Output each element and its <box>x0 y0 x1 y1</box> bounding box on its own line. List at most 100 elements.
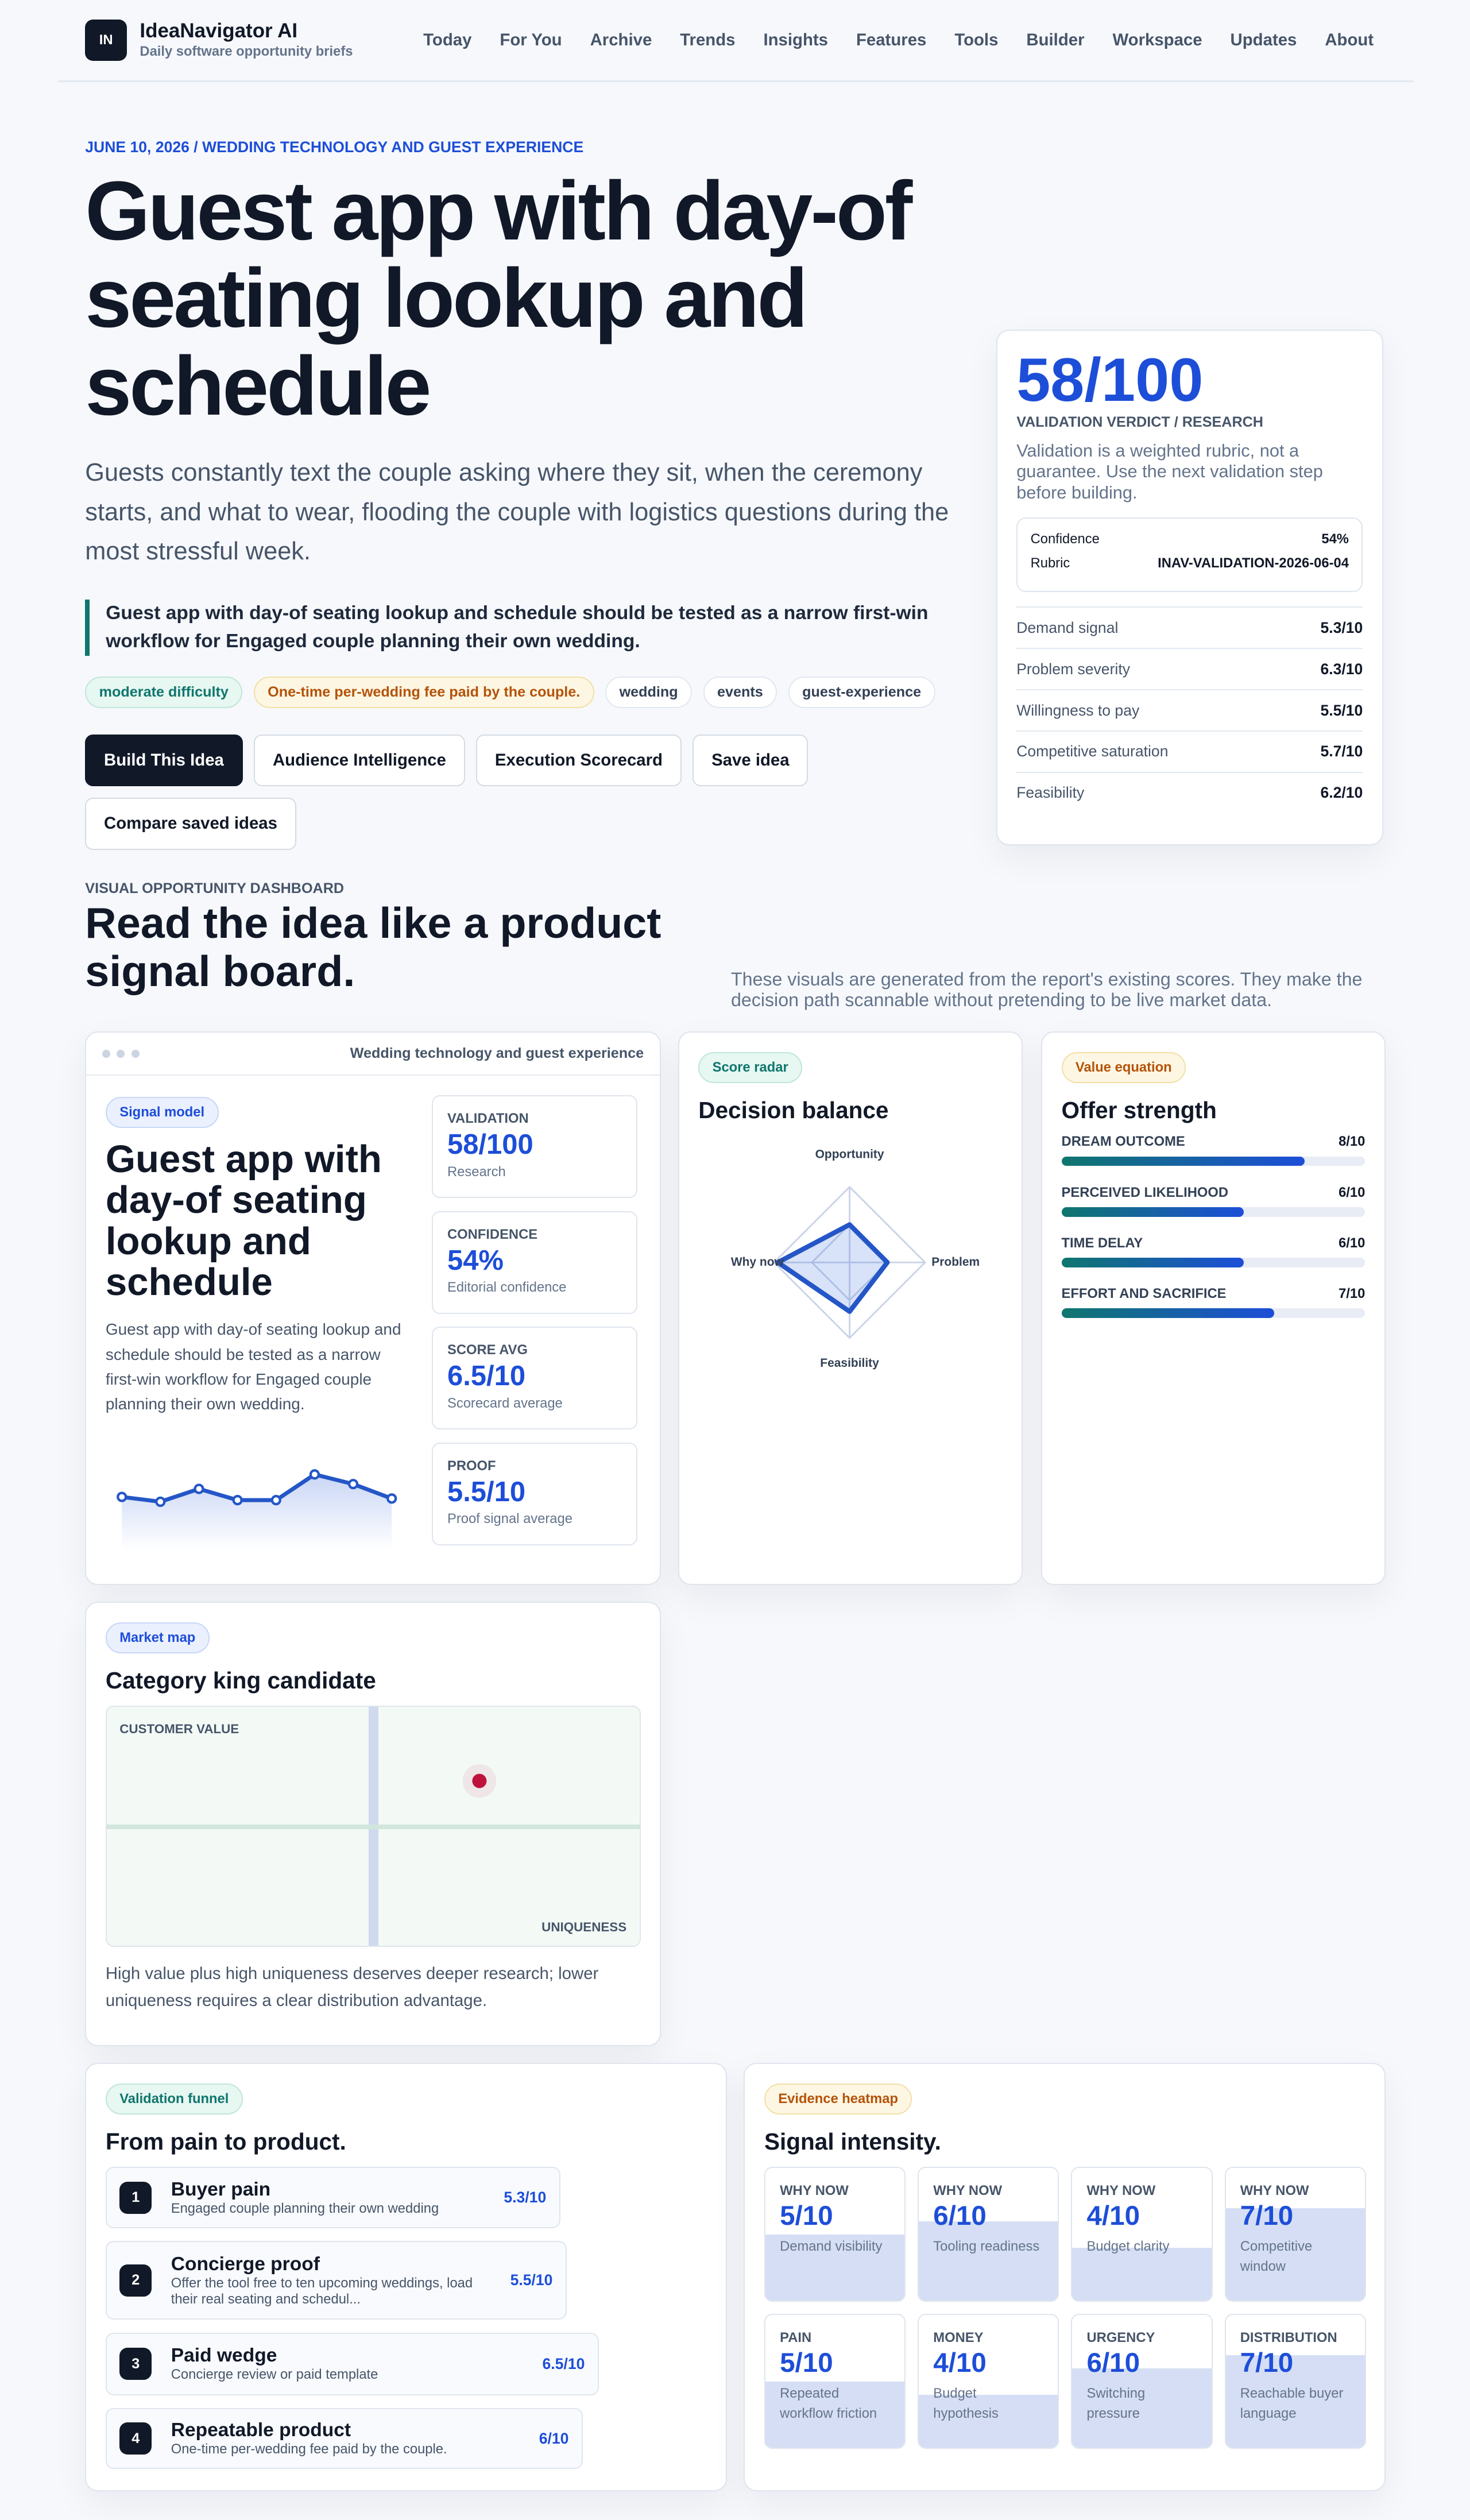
badge: Score radar <box>698 1052 803 1084</box>
value-score: 7/10 <box>1339 1285 1365 1301</box>
value-track <box>1061 1308 1365 1318</box>
button[interactable]: Execution Scorecard <box>476 734 682 787</box>
heat-content: WHY NOW 4/10 Budget clarity <box>1072 2168 1211 2271</box>
value-bar <box>1061 1156 1305 1166</box>
nav-link[interactable]: Tools <box>954 30 999 50</box>
logo[interactable]: IN <box>85 19 127 61</box>
score-row: Problem severity 6.3/10 <box>1016 649 1363 691</box>
value-item: EFFORT AND SACRIFICE 7/10 <box>1061 1285 1365 1318</box>
value-item: DREAM OUTCOME 8/10 <box>1061 1134 1365 1166</box>
nav-link[interactable]: Workspace <box>1112 30 1202 50</box>
heat-label: DISTRIBUTION <box>1240 2329 1337 2345</box>
heat-fill <box>765 2381 905 2448</box>
funnel-step: 1 Buyer pain Engaged couple planning their… <box>105 2167 560 2228</box>
quadrant-line <box>106 1824 640 1830</box>
heatmap-card: Evidence heatmap Signal intensity. WHY N… <box>744 2063 1386 2491</box>
value-row: DREAM OUTCOME 8/10 <box>1062 1134 1365 1150</box>
stat-value: 6.5/10 <box>447 1361 526 1392</box>
circle <box>116 1491 127 1502</box>
market-point <box>472 1773 487 1788</box>
button[interactable]: Audience Intelligence <box>254 734 465 787</box>
step-number: 1 <box>119 2181 152 2214</box>
funnel-step: 4 Repeatable product One-time per-wedding … <box>105 2408 583 2469</box>
heat-label: URGENCY <box>1086 2329 1155 2345</box>
nav-link[interactable]: Archive <box>590 30 652 50</box>
circle <box>194 1483 204 1494</box>
tag: One-time per-wedding fee paid by the cou… <box>253 676 594 709</box>
stat-value: 58/100 <box>447 1129 533 1161</box>
step-detail: Engaged couple planning their own weddin… <box>171 2200 439 2216</box>
tags: moderate difficulty One-time per-wedding … <box>85 676 935 709</box>
step-score: 5.5/10 <box>510 2271 553 2289</box>
brand[interactable]: IdeaNavigator AI <box>140 19 298 42</box>
nav-link[interactable]: Features <box>856 30 927 50</box>
heat-value: 6/10 <box>933 2201 987 2232</box>
score-label: Competitive saturation <box>1016 743 1169 760</box>
heat-value: 6/10 <box>1086 2348 1140 2379</box>
step-text: Concierge proof Offer the tool free to te… <box>171 2254 491 2308</box>
badge: Validation funnel <box>105 2083 243 2115</box>
step-title: Repeatable product <box>171 2419 351 2441</box>
step-number: 2 <box>119 2264 152 2297</box>
badge: Market map <box>105 1622 210 1654</box>
heat-fill <box>1225 2355 1365 2448</box>
stat-label: SCORE AVG <box>447 1342 528 1358</box>
heat-fill <box>919 2221 1058 2301</box>
step-title: Buyer pain <box>171 2178 271 2200</box>
tagline: Daily software opportunity briefs <box>140 43 353 59</box>
sparkline <box>116 1469 397 1551</box>
funnel-card: Validation funnel From pain to product. … <box>85 2063 727 2491</box>
stat-tile: CONFIDENCE 54% Editorial confidence <box>431 1211 637 1314</box>
meta-row: Confidence 54% <box>1031 531 1349 547</box>
heat-caption: Budget clarity <box>1086 2238 1170 2254</box>
radar-label: Feasibility <box>820 1356 879 1370</box>
nav-link[interactable]: Today <box>423 30 472 50</box>
value-item: PERCEIVED LIKELIHOOD 6/10 <box>1061 1185 1365 1217</box>
nav-link[interactable]: Builder <box>1026 30 1085 50</box>
step-title: Concierge proof <box>171 2253 320 2275</box>
circle <box>232 1495 243 1506</box>
score-label: Demand signal <box>1016 619 1119 636</box>
heat-content: URGENCY 6/10 Switching pressure <box>1072 2315 1211 2438</box>
button[interactable]: Compare saved ideas <box>85 797 296 850</box>
heat-value: 7/10 <box>1240 2348 1294 2379</box>
heat-cell: URGENCY 6/10 Switching pressure <box>1071 2314 1213 2449</box>
value-label: DREAM OUTCOME <box>1061 1134 1185 1150</box>
callout: Guest app with day-of seating lookup and… <box>85 599 960 656</box>
button[interactable]: Build This Idea <box>85 734 243 787</box>
scores: Demand signal 5.3/10 Problem severity 6.3/1… <box>1016 606 1363 813</box>
card-title: Signal intensity. <box>764 2128 941 2155</box>
nav-link[interactable]: For You <box>500 30 562 50</box>
heat-content: MONEY 4/10 Budget hypothesis <box>919 2315 1058 2438</box>
x-label: UNIQUENESS <box>541 1919 627 1934</box>
heat-caption: Switching pressure <box>1086 2385 1146 2421</box>
span <box>117 1050 125 1058</box>
stat-tile: PROOF 5.5/10 Proof signal average <box>431 1442 637 1545</box>
value-label: EFFORT AND SACRIFICE <box>1061 1285 1227 1301</box>
step-detail: Offer the tool free to ten upcoming wedd… <box>171 2275 473 2307</box>
card-body: Guest app with day-of seating lookup and… <box>105 1320 401 1413</box>
nav-link[interactable]: Trends <box>680 30 736 50</box>
stat-label: PROOF <box>447 1458 496 1474</box>
nav-link[interactable]: Insights <box>763 30 829 50</box>
heat-caption: Budget hypothesis <box>933 2385 999 2421</box>
score-row: Demand signal 5.3/10 <box>1016 606 1363 650</box>
y-label: CUSTOMER VALUE <box>119 1721 239 1736</box>
stat-tile: SCORE AVG 6.5/10 Scorecard average <box>431 1327 637 1430</box>
market-card: Market map Category king candidate CUSTO… <box>85 1602 662 2046</box>
section-title: Read the idea like a product signal boar… <box>85 899 662 996</box>
score-row: Feasibility 6.2/10 <box>1016 773 1363 813</box>
button[interactable]: Save idea <box>693 734 808 787</box>
stat-caption: Proof signal average <box>447 1511 572 1527</box>
stat-label: VALIDATION <box>447 1111 529 1127</box>
span <box>131 1050 140 1058</box>
nav-link[interactable]: Updates <box>1230 30 1297 50</box>
score-label: Feasibility <box>1016 784 1085 802</box>
nav-link[interactable]: About <box>1325 30 1374 50</box>
nav: Today For You Archive Trends Insights Feature… <box>423 30 1374 50</box>
lead: Guests constantly text the couple asking… <box>85 458 949 566</box>
value-score: 6/10 <box>1339 1235 1365 1251</box>
meta-label: Rubric <box>1030 555 1070 571</box>
value-bar <box>1061 1257 1244 1267</box>
